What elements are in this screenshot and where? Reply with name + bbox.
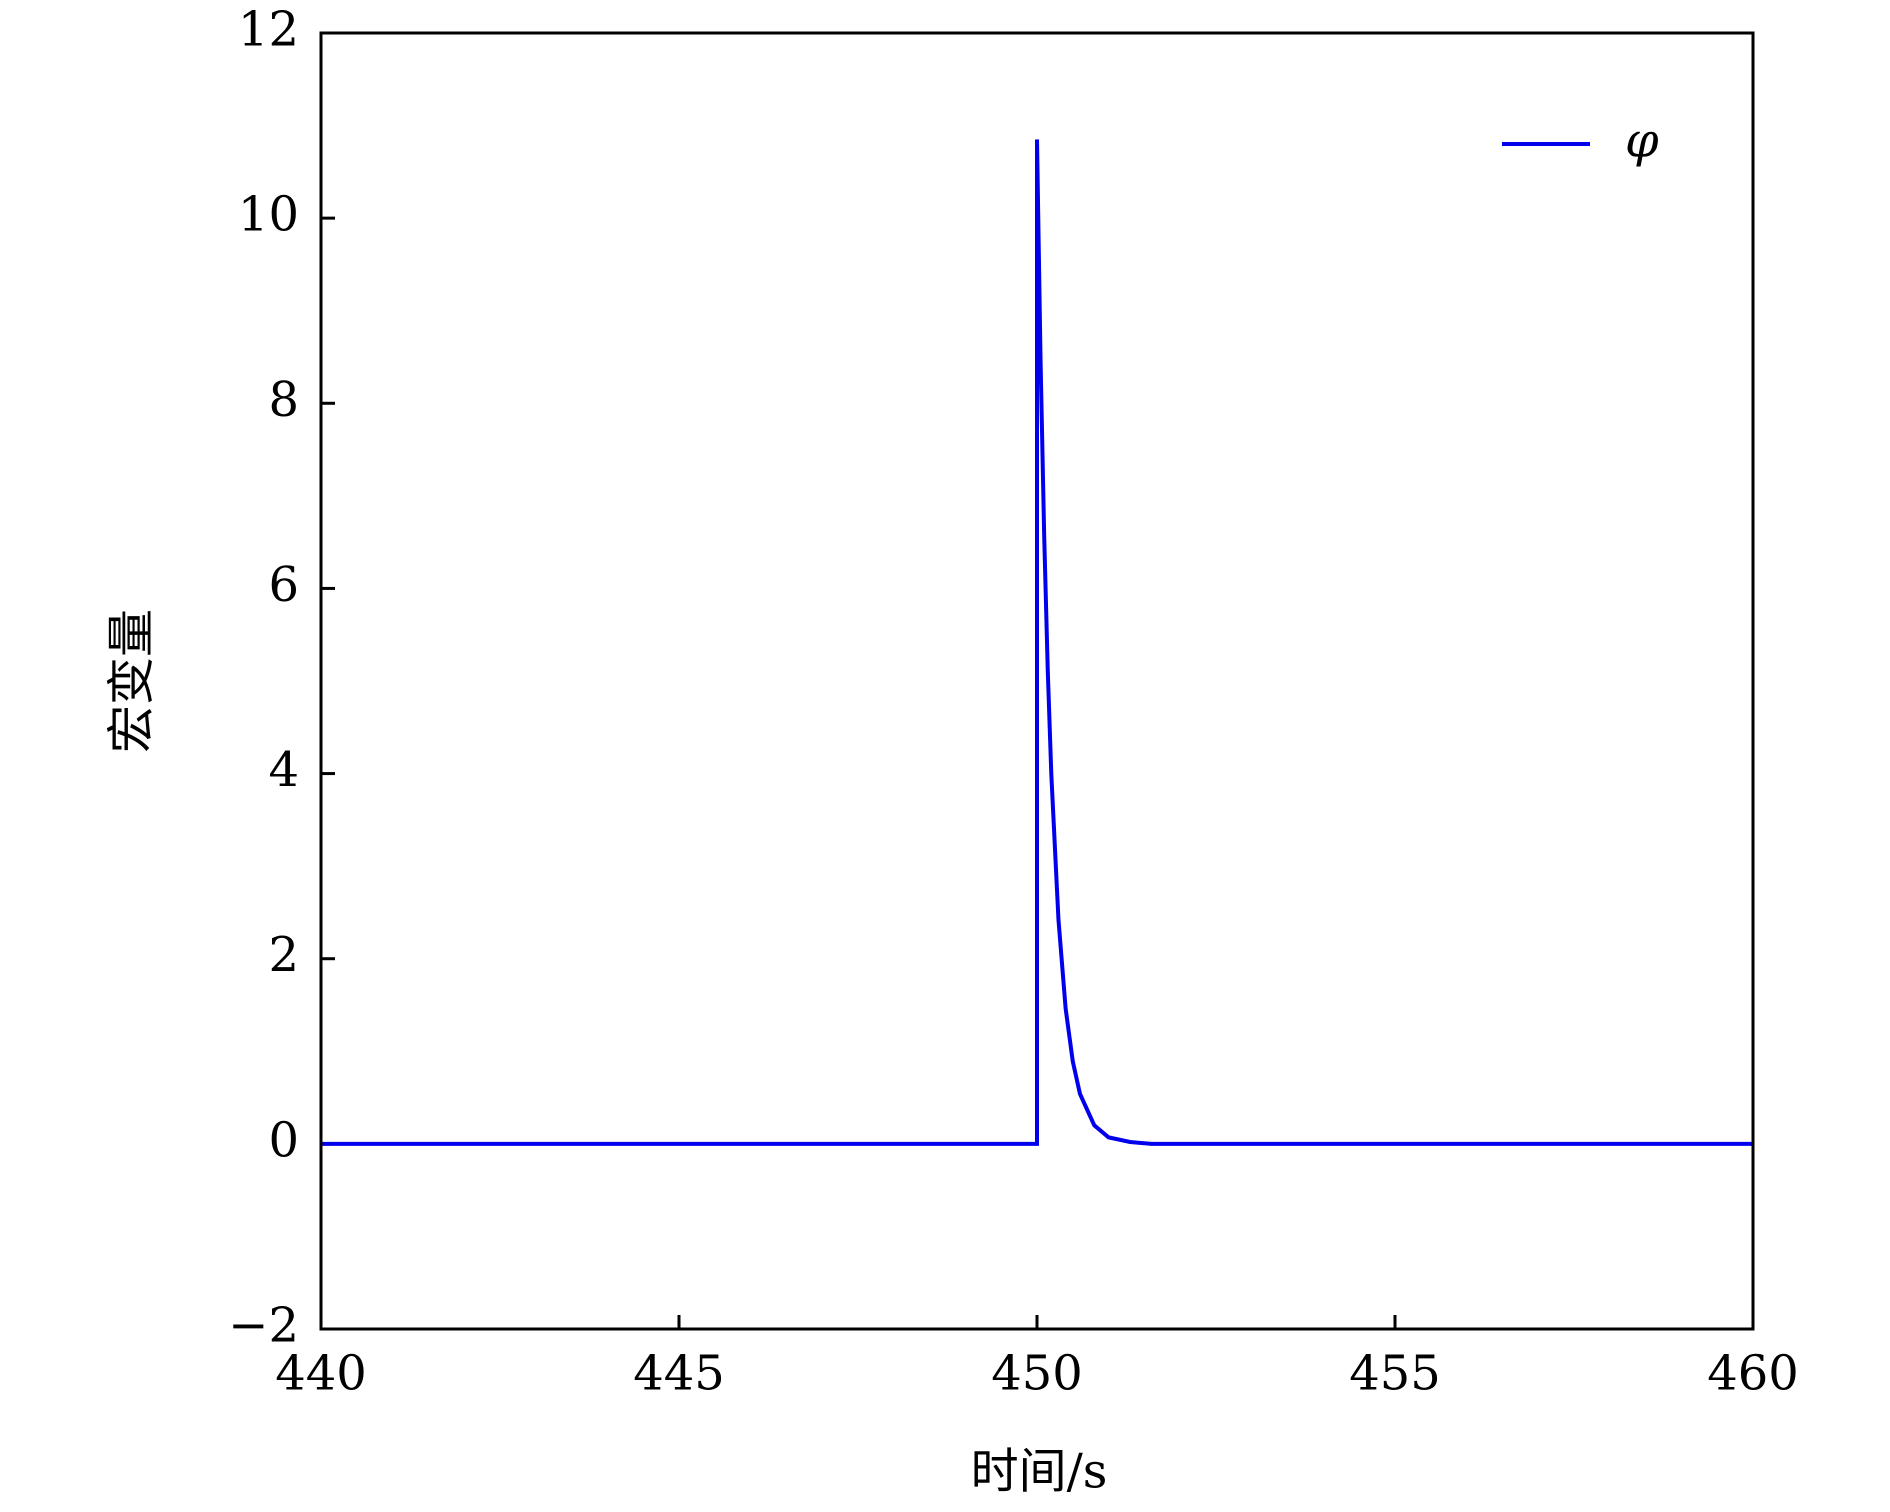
legend-label: φ bbox=[1625, 113, 1659, 169]
x-tick-label: 460 bbox=[1707, 1346, 1799, 1402]
x-tick-label: 445 bbox=[633, 1346, 725, 1402]
y-tick-label: 8 bbox=[268, 372, 299, 428]
plot-frame bbox=[319, 31, 1755, 1331]
y-tick-label: 10 bbox=[238, 187, 299, 243]
y-tick-label: 6 bbox=[268, 557, 299, 613]
y-tick-label: 2 bbox=[268, 927, 299, 983]
y-tick-label: 4 bbox=[268, 742, 299, 798]
y-axis-label: 宏变量 bbox=[104, 609, 160, 753]
x-tick-label: 450 bbox=[991, 1346, 1083, 1402]
y-tick-label: 12 bbox=[238, 2, 299, 58]
line bbox=[321, 139, 1753, 1146]
x-tick-label: 455 bbox=[1349, 1346, 1441, 1402]
y-tick-label: −2 bbox=[228, 1298, 299, 1354]
x-axis-label: 时间/s bbox=[971, 1444, 1108, 1500]
x-tick-label: 440 bbox=[275, 1346, 367, 1402]
y-tick-label: 0 bbox=[268, 1112, 299, 1168]
